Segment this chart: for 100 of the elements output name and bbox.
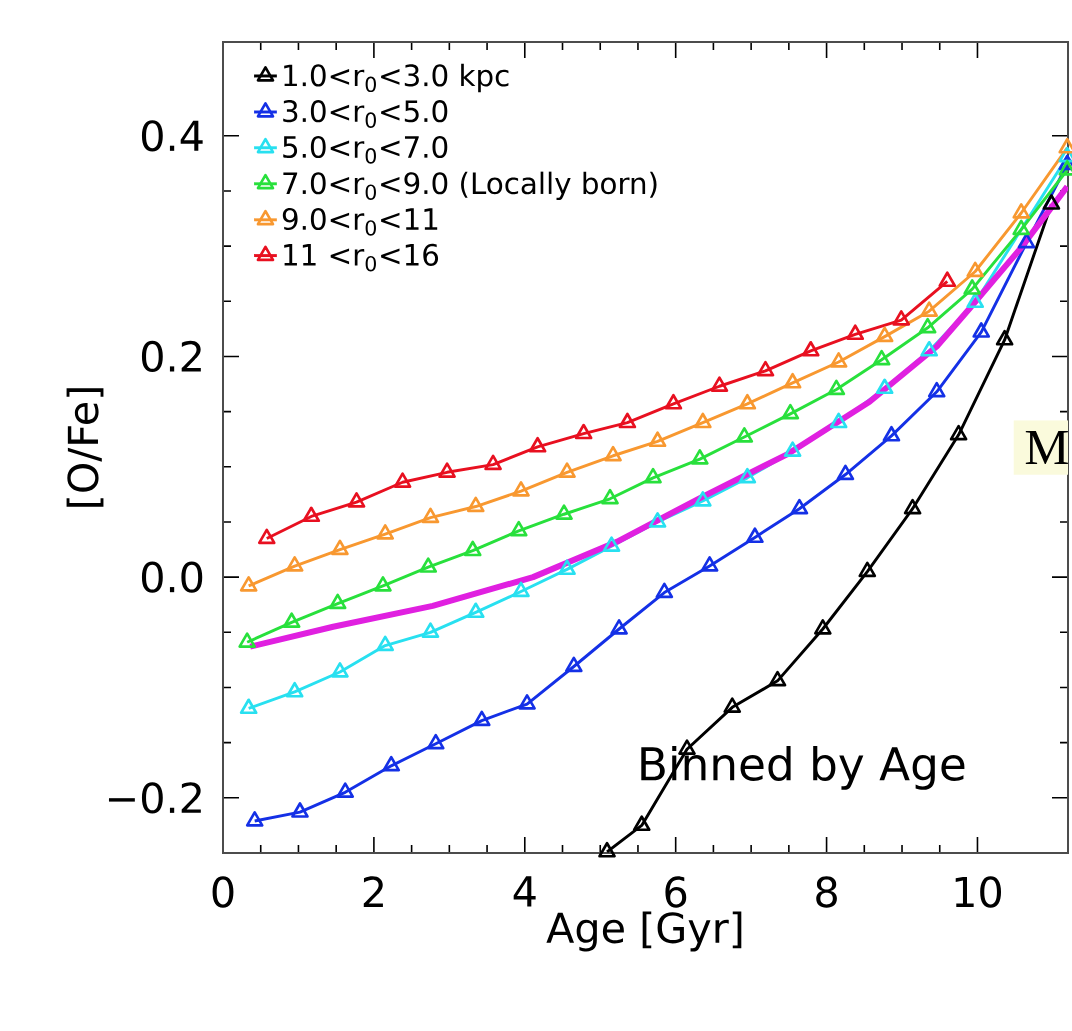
point bbox=[783, 441, 802, 458]
x-axis-title: Age [Gyr] bbox=[546, 911, 742, 952]
point bbox=[813, 618, 832, 635]
legend-label: 11 <r$_{0}$<16 bbox=[284, 243, 439, 272]
point bbox=[291, 802, 309, 818]
point bbox=[927, 381, 946, 398]
point bbox=[746, 527, 764, 544]
point bbox=[558, 559, 576, 576]
point bbox=[872, 349, 891, 366]
point bbox=[829, 412, 848, 429]
point bbox=[374, 575, 392, 592]
point bbox=[938, 271, 957, 288]
point bbox=[239, 698, 258, 715]
point bbox=[382, 755, 401, 772]
point bbox=[882, 425, 901, 442]
point bbox=[419, 557, 438, 573]
point bbox=[466, 496, 485, 513]
point bbox=[376, 524, 395, 540]
point bbox=[376, 635, 395, 652]
point bbox=[1012, 219, 1031, 236]
point bbox=[801, 340, 820, 357]
point bbox=[285, 681, 304, 698]
point bbox=[694, 412, 712, 429]
point bbox=[790, 498, 809, 515]
point bbox=[574, 423, 593, 440]
point bbox=[781, 403, 800, 420]
point bbox=[768, 670, 787, 687]
point bbox=[700, 556, 719, 572]
legend-label: 9.0<r$_{0}$<11 bbox=[282, 207, 438, 236]
point bbox=[632, 815, 651, 832]
point bbox=[512, 581, 530, 598]
point bbox=[331, 662, 349, 678]
point bbox=[756, 360, 775, 377]
annotation: M bbox=[1025, 430, 1068, 465]
point bbox=[601, 488, 619, 505]
x-tick-label: 10 bbox=[955, 876, 1002, 908]
y-axis-title: [O/Fe] bbox=[66, 388, 104, 507]
point bbox=[336, 782, 355, 798]
point bbox=[509, 520, 528, 537]
point bbox=[723, 697, 742, 714]
point bbox=[245, 810, 264, 827]
y-tick-label: 0.0 bbox=[141, 561, 203, 593]
point bbox=[875, 378, 894, 395]
point bbox=[257, 528, 276, 545]
point bbox=[892, 310, 911, 326]
x-tick-label: 2 bbox=[363, 876, 383, 908]
x-tick-label: 0 bbox=[212, 876, 234, 908]
point bbox=[347, 492, 366, 508]
point bbox=[426, 733, 445, 750]
point bbox=[903, 498, 922, 515]
point bbox=[664, 393, 683, 410]
point bbox=[966, 261, 985, 278]
point bbox=[783, 372, 802, 389]
point bbox=[302, 506, 321, 523]
point bbox=[239, 575, 258, 592]
point bbox=[690, 449, 709, 465]
point bbox=[963, 279, 982, 295]
point bbox=[421, 507, 440, 524]
x-tick-label: 4 bbox=[513, 876, 536, 907]
point bbox=[735, 427, 754, 443]
point bbox=[738, 467, 757, 484]
point bbox=[238, 632, 256, 648]
point bbox=[518, 694, 536, 710]
point bbox=[918, 317, 937, 334]
point bbox=[438, 462, 456, 478]
point bbox=[710, 376, 729, 392]
x-tick-label: 8 bbox=[816, 876, 837, 908]
point bbox=[282, 612, 301, 629]
point bbox=[995, 329, 1014, 346]
point bbox=[836, 464, 855, 481]
point bbox=[694, 491, 712, 507]
point bbox=[875, 326, 894, 343]
point bbox=[602, 536, 621, 552]
point bbox=[528, 436, 547, 453]
point bbox=[555, 504, 573, 520]
point bbox=[598, 841, 616, 858]
point bbox=[648, 511, 667, 528]
x-tick-label: 6 bbox=[665, 876, 687, 908]
point bbox=[858, 561, 877, 578]
point bbox=[827, 379, 846, 396]
point bbox=[618, 412, 637, 429]
point bbox=[648, 431, 667, 448]
legend-label: 3.0<r$_{0}$<5.0 bbox=[283, 100, 448, 128]
point bbox=[1042, 194, 1061, 210]
point bbox=[655, 582, 674, 599]
legend-label: 5.0<r$_{0}$<7.0 bbox=[283, 135, 448, 164]
point bbox=[949, 424, 968, 441]
point bbox=[972, 322, 991, 338]
point bbox=[604, 445, 622, 462]
point bbox=[610, 618, 628, 635]
point bbox=[421, 622, 440, 638]
point bbox=[463, 540, 482, 557]
point bbox=[738, 393, 757, 410]
point bbox=[328, 593, 347, 610]
legend-label: 1.0<r$_{0}$<3.0 kpc bbox=[284, 63, 509, 93]
point bbox=[512, 481, 530, 497]
point bbox=[285, 556, 304, 572]
y-tick-label: 0.4 bbox=[141, 120, 203, 152]
y-tick-label: 0.2 bbox=[141, 340, 201, 373]
point bbox=[644, 467, 662, 484]
